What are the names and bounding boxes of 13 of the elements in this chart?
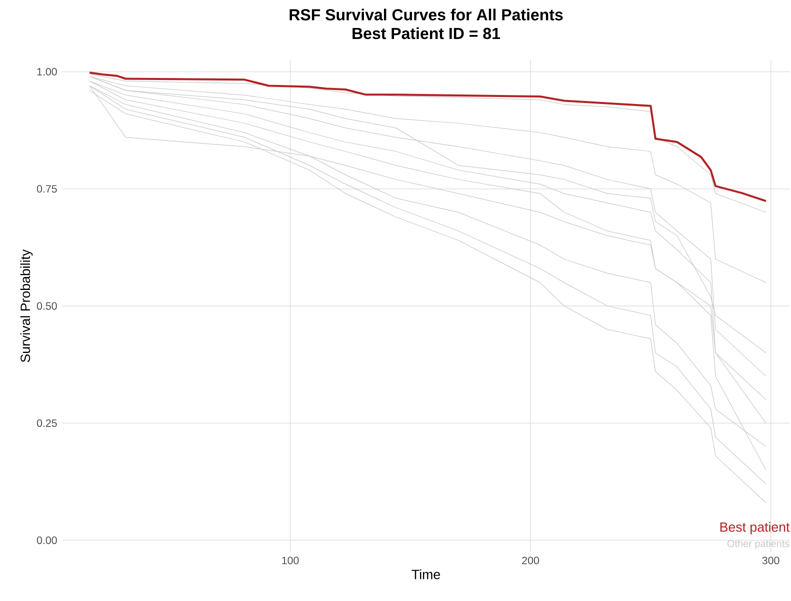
x-tick-label: 100 [282,556,299,564]
y-tick-label: 0.50 [36,302,57,310]
y-tick-label: 0.00 [36,536,57,544]
x-tick-label: 300 [762,556,780,564]
x-axis-title: Time [412,569,440,580]
x-tick-label: 200 [522,556,540,564]
y-tick-label: 1.00 [37,68,57,76]
y-tick-label: 0.25 [36,419,57,427]
y-axis-title: Survival Probability [20,249,33,362]
chart-title: RSF Survival Curves for All Patients [290,8,563,20]
y-tick-label: 0.75 [36,185,57,193]
chart-subtitle: Best Patient ID = 81 [352,27,500,40]
text: Best patient [720,522,790,534]
